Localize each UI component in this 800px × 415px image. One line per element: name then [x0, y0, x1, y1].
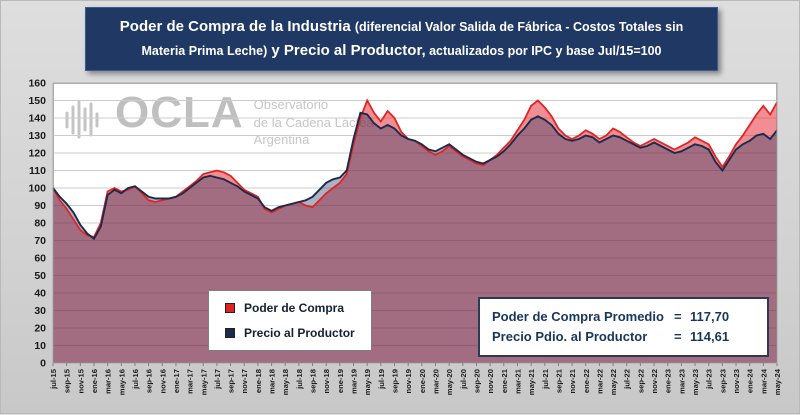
average-value: 117,70 — [690, 309, 730, 324]
chart-canvas: 0 10 20 30 40 50 60 70 80 90 100 110 120 130 140 150 160… — [28, 78, 782, 396]
svg-text:90: 90 — [34, 200, 46, 212]
svg-text:nov-21: nov-21 — [568, 368, 577, 393]
svg-text:sep-21: sep-21 — [554, 368, 563, 393]
svg-text:20: 20 — [34, 323, 46, 335]
svg-text:110: 110 — [29, 165, 46, 177]
svg-text:mar-20: mar-20 — [431, 369, 440, 394]
legend-label: Poder de Compra — [244, 301, 345, 315]
svg-text:ene-24: ene-24 — [746, 368, 755, 393]
svg-text:mar-17: mar-17 — [186, 369, 195, 394]
svg-text:jul-15: jul-15 — [49, 368, 58, 390]
title-main-2: y Precio al Productor, — [267, 42, 426, 59]
average-value: 114,61 — [690, 329, 730, 345]
chart-legend: Poder de Compra Precio al Productor — [208, 290, 372, 351]
svg-text:nov-22: nov-22 — [650, 369, 659, 393]
svg-text:100: 100 — [28, 183, 46, 195]
svg-text:mar-22: mar-22 — [595, 369, 604, 394]
svg-text:mar-19: mar-19 — [350, 369, 359, 394]
svg-text:may-20: may-20 — [445, 369, 454, 395]
svg-text:10: 10 — [34, 340, 46, 352]
svg-text:sep-23: sep-23 — [718, 369, 727, 393]
svg-text:nov-16: nov-16 — [158, 369, 167, 393]
svg-text:nov-19: nov-19 — [404, 369, 413, 393]
svg-text:nov-18: nov-18 — [322, 369, 331, 393]
svg-text:may-23: may-23 — [691, 369, 700, 395]
equals-sign: = — [674, 309, 682, 324]
svg-text:mar-16: mar-16 — [104, 369, 113, 394]
svg-text:sep-22: sep-22 — [636, 369, 645, 393]
svg-text:nov-15: nov-15 — [76, 368, 85, 393]
svg-text:nov-23: nov-23 — [732, 369, 741, 393]
svg-text:sep-17: sep-17 — [227, 369, 236, 393]
svg-text:ene-17: ene-17 — [172, 369, 181, 393]
svg-text:jul-22: jul-22 — [623, 369, 632, 390]
svg-text:sep-19: sep-19 — [391, 369, 400, 393]
svg-text:may-22: may-22 — [609, 369, 618, 395]
chart-title-banner: Poder de Compra de la Industria (diferen… — [85, 7, 718, 71]
svg-text:160: 160 — [28, 78, 46, 90]
svg-text:may-18: may-18 — [281, 369, 290, 395]
svg-text:nov-20: nov-20 — [486, 369, 495, 393]
title-suffix: actualizados por IPC y base Jul/15=100 — [425, 44, 662, 58]
svg-text:ene-23: ene-23 — [664, 369, 673, 393]
svg-text:nov-17: nov-17 — [240, 369, 249, 393]
equals-sign: = — [674, 329, 682, 345]
svg-text:50: 50 — [34, 270, 46, 282]
average-precio-productor: Precio Pdio. al Productor = 114,61 — [492, 327, 755, 347]
svg-text:70: 70 — [34, 235, 46, 247]
svg-text:sep-20: sep-20 — [472, 369, 481, 393]
svg-text:130: 130 — [28, 130, 46, 142]
svg-text:ene-21: ene-21 — [500, 368, 509, 393]
ocla-brand-text: OCLA — [115, 88, 244, 137]
svg-text:jul-17: jul-17 — [213, 369, 222, 390]
legend-item-precio-al-productor: Precio al Productor — [225, 326, 355, 340]
legend-item-poder-de-compra: Poder de Compra — [225, 301, 355, 315]
averages-box: Poder de Compra Promedio = 117,70 Precio… — [478, 297, 769, 358]
svg-text:0: 0 — [40, 358, 46, 370]
svg-text:30: 30 — [34, 305, 46, 317]
svg-text:mar-21: mar-21 — [513, 368, 522, 394]
poder-de-compra-marker-icon — [225, 303, 235, 313]
svg-text:jul-16: jul-16 — [131, 369, 140, 390]
svg-text:may-19: may-19 — [363, 369, 372, 395]
svg-text:120: 120 — [28, 148, 46, 160]
svg-text:jul-18: jul-18 — [295, 369, 304, 390]
svg-text:sep-16: sep-16 — [145, 369, 154, 393]
svg-text:ene-18: ene-18 — [254, 369, 263, 393]
title-paren: (diferencial Valor Salida de Fábrica - C… — [141, 20, 684, 58]
svg-text:mar-18: mar-18 — [268, 369, 277, 394]
precio-al-productor-marker-icon — [225, 328, 235, 338]
svg-text:ene-20: ene-20 — [418, 369, 427, 393]
title-main-1: Poder de Compra de la Industria — [119, 18, 355, 35]
svg-text:ene-16: ene-16 — [90, 369, 99, 393]
svg-text:60: 60 — [34, 253, 46, 265]
svg-text:40: 40 — [34, 288, 46, 300]
svg-text:ene-22: ene-22 — [582, 369, 591, 393]
legend-label: Precio al Productor — [244, 326, 355, 340]
svg-text:mar-23: mar-23 — [677, 369, 686, 394]
svg-text:140: 140 — [28, 113, 46, 125]
svg-text:may-21: may-21 — [527, 368, 536, 395]
svg-text:may-17: may-17 — [199, 369, 208, 395]
svg-text:150: 150 — [28, 95, 46, 107]
svg-text:jul-20: jul-20 — [459, 369, 468, 390]
ocla-logo-icon — [63, 91, 105, 146]
svg-text:jul-23: jul-23 — [705, 369, 714, 390]
svg-text:jul-19: jul-19 — [377, 369, 386, 390]
svg-text:sep-18: sep-18 — [309, 369, 318, 393]
average-poder-de-compra: Poder de Compra Promedio = 117,70 — [492, 307, 755, 327]
svg-text:may-16: may-16 — [117, 369, 126, 395]
average-label: Precio Pdio. al Productor — [492, 329, 648, 345]
svg-text:ene-19: ene-19 — [336, 369, 345, 393]
svg-text:jul-21: jul-21 — [541, 368, 550, 390]
average-label: Poder de Compra Promedio — [492, 309, 664, 324]
svg-text:may-24: may-24 — [773, 368, 782, 395]
svg-text:mar-24: mar-24 — [759, 368, 768, 394]
svg-text:80: 80 — [34, 218, 46, 230]
svg-text:sep-15: sep-15 — [63, 368, 72, 393]
